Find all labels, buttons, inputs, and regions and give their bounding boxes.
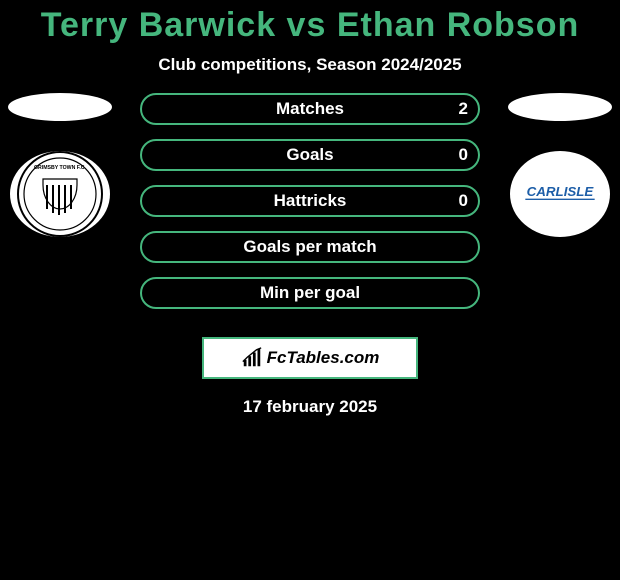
brand-box[interactable]: FcTables.com (202, 337, 418, 379)
stat-label: Min per goal (260, 283, 360, 303)
subtitle: Club competitions, Season 2024/2025 (0, 55, 620, 75)
club-badge-right: CARLISLE (510, 151, 610, 237)
player-right-avatar (508, 93, 612, 121)
svg-text:GRIMSBY TOWN F.C.: GRIMSBY TOWN F.C. (34, 165, 87, 171)
brand-text: FcTables.com (267, 348, 380, 368)
comparison-panel: GRIMSBY TOWN F.C. CARLISLE Matches 2 Goa… (0, 93, 620, 323)
stat-rows: Matches 2 Goals 0 Hattricks 0 Goals per … (140, 93, 480, 323)
stat-value-right: 2 (459, 99, 468, 119)
stat-row-goals: Goals 0 (140, 139, 480, 171)
stat-row-min-per-goal: Min per goal (140, 277, 480, 309)
player-right-column: CARLISLE (500, 93, 620, 237)
chart-icon (241, 347, 263, 369)
date-line: 17 february 2025 (0, 397, 620, 417)
stat-label: Goals (286, 145, 333, 165)
stat-label: Goals per match (243, 237, 376, 257)
player-left-avatar (8, 93, 112, 121)
brand-label: FcTables.com (241, 347, 380, 369)
stat-label: Matches (276, 99, 344, 119)
grimsby-crest-icon: GRIMSBY TOWN F.C. (10, 151, 110, 237)
stat-row-goals-per-match: Goals per match (140, 231, 480, 263)
stat-label: Hattricks (274, 191, 347, 211)
stat-row-matches: Matches 2 (140, 93, 480, 125)
stat-value-right: 0 (459, 191, 468, 211)
carlisle-crest-icon: CARLISLE (520, 184, 600, 204)
svg-text:CARLISLE: CARLISLE (527, 184, 595, 199)
stat-row-hattricks: Hattricks 0 (140, 185, 480, 217)
stat-value-right: 0 (459, 145, 468, 165)
player-left-column: GRIMSBY TOWN F.C. (0, 93, 120, 237)
page-title: Terry Barwick vs Ethan Robson (0, 0, 620, 45)
club-badge-left: GRIMSBY TOWN F.C. (10, 151, 110, 237)
